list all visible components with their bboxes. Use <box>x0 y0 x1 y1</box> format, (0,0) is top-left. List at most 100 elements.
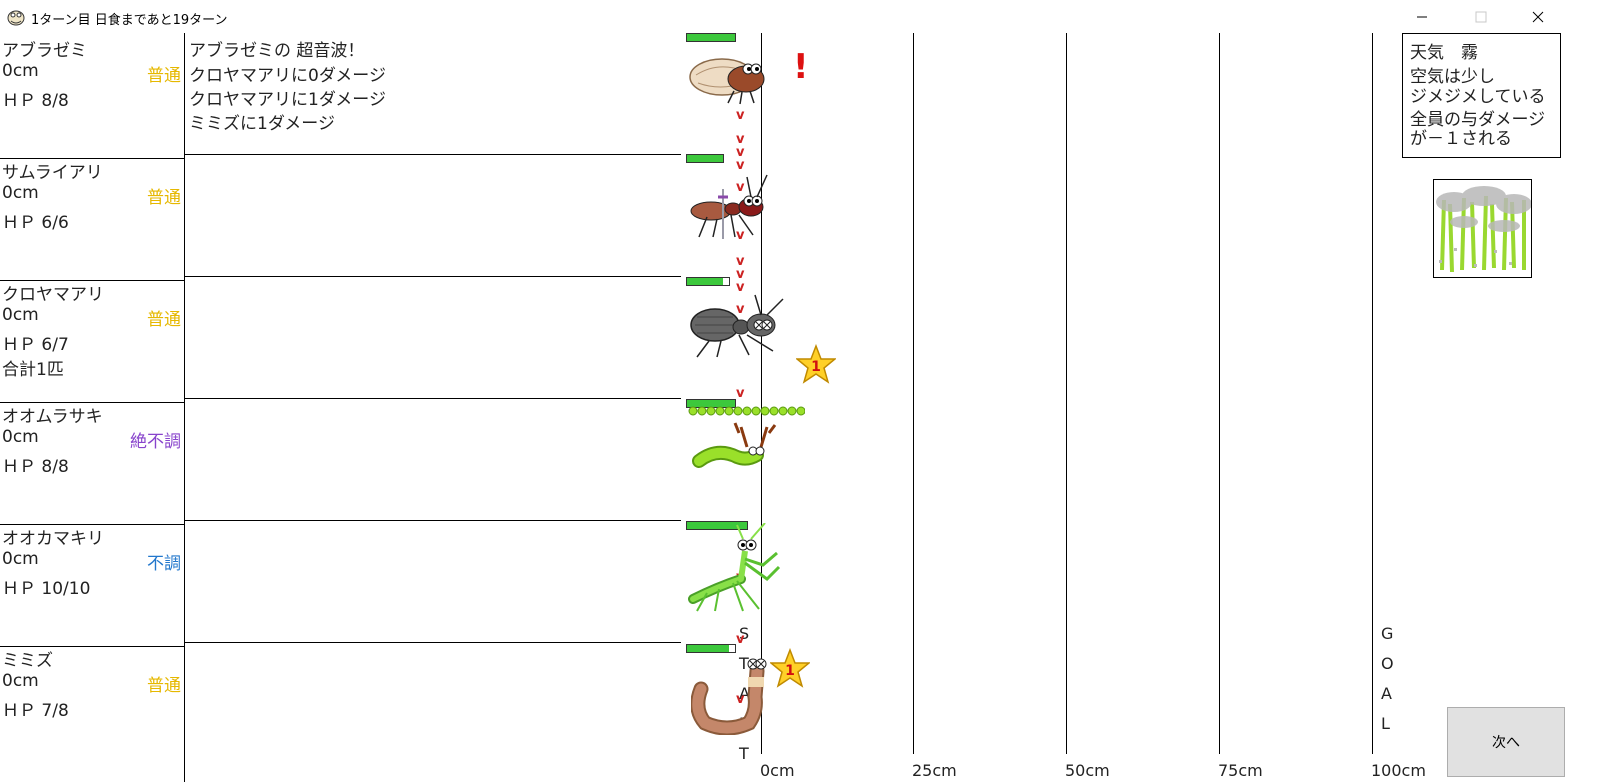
player-hp: ＨＰ 8/8 <box>2 457 69 477</box>
player-condition: 不調 <box>147 554 181 574</box>
hp-bar <box>686 521 748 530</box>
mantis-icon <box>688 523 781 612</box>
player-count: 合計1匹 <box>2 360 64 380</box>
player-condition: 絶不調 <box>130 432 181 452</box>
weather-desc: ジメジメしている <box>1410 87 1546 107</box>
weather-effect: 全員の与ダメージ <box>1410 110 1546 130</box>
hp-bar-fill <box>687 34 735 41</box>
goal-letter: G <box>1381 624 1394 643</box>
axis-label-50: 50cm <box>1065 761 1110 780</box>
player-row-oomurasaki: オオムラサキ 0cm 絶不調 ＨＰ 8/8 <box>0 399 184 525</box>
close-button[interactable] <box>1515 0 1561 33</box>
battle-message: クロヤマアリに1ダメージ <box>189 90 386 110</box>
axis-label-25: 25cm <box>912 761 957 780</box>
axis-label-75: 75cm <box>1218 761 1263 780</box>
star-label: 1 <box>811 359 821 375</box>
goal-letter: A <box>1381 684 1392 703</box>
hp-bar-fill <box>687 278 723 285</box>
row-divider <box>185 398 681 399</box>
track-line-100 <box>1372 33 1373 754</box>
player-row-kuroyama: クロヤマアリ 0cm 普通 ＨＰ 6/7 合計1匹 <box>0 277 184 403</box>
race-track: 0cm 25cm 50cm 75cm 100cm S T A R T G O A… <box>685 33 1426 782</box>
attack-arrow-icon: v <box>736 302 745 317</box>
hp-bar <box>686 154 724 163</box>
alert-mark: ! <box>793 47 809 87</box>
row-divider <box>185 154 681 155</box>
samurai-ant-icon <box>690 174 768 239</box>
minimize-button[interactable] <box>1399 0 1445 33</box>
track-line-0 <box>761 33 762 754</box>
player-name: オオカマキリ <box>2 529 104 549</box>
attack-arrow-icon: v <box>736 108 745 123</box>
bug-app-icon <box>7 10 25 26</box>
player-row-mimizu: ミミズ 0cm 普通 ＨＰ 7/8 <box>0 643 184 768</box>
hp-bar <box>686 33 736 42</box>
attack-arrow-icon: v <box>736 692 745 707</box>
player-row-ookamakiri: オオカマキリ 0cm 不調 ＨＰ 10/10 <box>0 521 184 647</box>
window-title: 1ターン目 日食まであと19ターン <box>31 13 228 28</box>
player-hp: ＨＰ 10/10 <box>2 579 91 599</box>
track-line-50 <box>1066 33 1067 754</box>
row-divider <box>185 520 681 521</box>
player-name: オオムラサキ <box>2 407 103 427</box>
start-letter: A <box>739 684 750 703</box>
close-icon <box>1532 11 1544 22</box>
player-distance: 0cm <box>2 549 39 569</box>
player-name: サムライアリ <box>2 163 103 183</box>
player-distance: 0cm <box>2 305 39 325</box>
weather-desc: 空気は少し <box>1410 67 1495 87</box>
star-label: 1 <box>785 663 795 679</box>
track-line-75 <box>1219 33 1220 754</box>
player-condition: 普通 <box>147 310 181 330</box>
earthworm-icon <box>691 658 767 735</box>
weather-effect: が－１される <box>1410 129 1512 149</box>
start-letter: T <box>739 744 749 763</box>
minimize-icon <box>1417 16 1427 17</box>
fog-weather-icon <box>1433 179 1532 278</box>
attack-arrow-icon: v <box>736 180 745 195</box>
goal-letter: L <box>1381 714 1390 733</box>
weather-panel: 天気 霧 空気は少し ジメジメしている 全員の与ダメージ が－１される <box>1402 33 1561 158</box>
caterpillar-icon <box>688 406 805 468</box>
attack-arrow-icon: v <box>736 386 745 401</box>
star-icon: 1 <box>796 344 836 384</box>
player-condition: 普通 <box>147 188 181 208</box>
hp-bar-fill <box>687 155 723 162</box>
axis-label-100: 100cm <box>1371 761 1426 780</box>
title-bar: 1ターン目 日食まであと19ターン <box>0 0 1601 33</box>
maximize-button[interactable] <box>1458 0 1504 33</box>
attack-arrow-icon: v <box>736 228 745 243</box>
hp-bar-fill <box>687 400 735 407</box>
track-line-25 <box>913 33 914 754</box>
attack-arrow-icon: v <box>736 632 745 647</box>
player-name: ミミズ <box>2 651 53 671</box>
player-hp: ＨＰ 7/8 <box>2 701 69 721</box>
player-name: アブラゼミ <box>2 41 87 61</box>
hp-bar <box>686 277 730 286</box>
battle-message: アブラゼミの 超音波！ <box>189 41 365 61</box>
status-panel: アブラゼミ 0cm 普通 ＨＰ 8/8 サムライアリ 0cm 普通 ＨＰ 6/6… <box>0 33 185 782</box>
player-distance: 0cm <box>2 427 39 447</box>
player-row-abura: アブラゼミ 0cm 普通 ＨＰ 8/8 <box>0 33 184 159</box>
start-letter: T <box>739 654 749 673</box>
battle-message: クロヤマアリに0ダメージ <box>189 66 386 86</box>
start-letter: S <box>739 624 750 643</box>
axis-label-0: 0cm <box>760 761 795 780</box>
maximize-icon <box>1475 11 1487 22</box>
battle-message: ミミズに1ダメージ <box>189 114 335 134</box>
goal-letter: O <box>1381 654 1394 673</box>
row-divider <box>185 642 681 643</box>
player-hp: ＨＰ 8/8 <box>2 91 69 111</box>
player-distance: 0cm <box>2 671 39 691</box>
player-hp: ＨＰ 6/7 <box>2 335 69 355</box>
star-icon: 1 <box>770 648 810 688</box>
hp-bar-fill <box>687 522 747 529</box>
cicada-icon <box>689 58 765 105</box>
player-name: クロヤマアリ <box>2 285 104 305</box>
player-condition: 普通 <box>147 676 181 696</box>
next-button[interactable]: 次へ <box>1447 707 1565 777</box>
player-distance: 0cm <box>2 183 39 203</box>
hp-bar-fill <box>687 645 729 652</box>
